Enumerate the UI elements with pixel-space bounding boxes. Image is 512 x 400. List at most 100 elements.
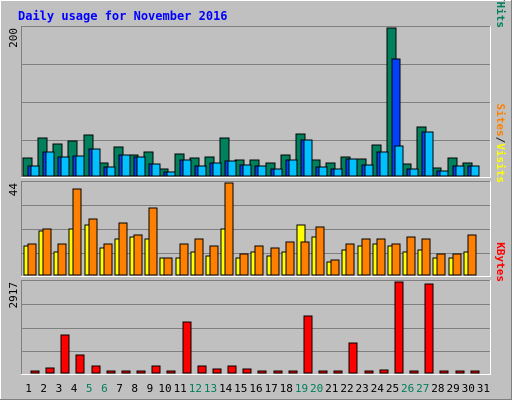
bar-kbytes bbox=[333, 370, 343, 374]
y-max-label: 2917 bbox=[7, 282, 20, 309]
bar-kbytes bbox=[182, 321, 192, 374]
x-tick-label: 22 bbox=[340, 382, 353, 395]
bar-pages bbox=[409, 168, 419, 177]
x-tick-label: 24 bbox=[371, 382, 385, 395]
bar-sites bbox=[118, 222, 128, 276]
bar-pages bbox=[30, 165, 40, 177]
legend-entry: / bbox=[494, 137, 507, 144]
bar-kbytes bbox=[364, 370, 374, 374]
x-tick-label: 16 bbox=[249, 382, 262, 395]
y-max-label: 200 bbox=[7, 28, 20, 48]
bar-kbytes bbox=[166, 370, 176, 374]
bar-kbytes bbox=[60, 334, 70, 374]
bar-sites bbox=[57, 243, 67, 276]
bar-pages bbox=[197, 165, 207, 177]
bar-kbytes bbox=[91, 365, 101, 374]
bar-sites bbox=[270, 247, 280, 276]
x-tick-label: 31 bbox=[477, 382, 490, 395]
bar-kbytes bbox=[318, 370, 328, 374]
bar-sites bbox=[452, 253, 462, 276]
plot-area bbox=[21, 280, 491, 375]
bar-sites bbox=[315, 226, 325, 276]
bar-pages bbox=[182, 159, 192, 177]
bar-sites bbox=[421, 238, 431, 276]
bar-kbytes bbox=[75, 354, 85, 374]
bar-pages bbox=[455, 165, 465, 177]
bar-kbytes bbox=[242, 368, 252, 374]
bar-sites bbox=[467, 234, 477, 276]
legend-entry: Hits bbox=[494, 2, 507, 29]
y-max-label: 44 bbox=[7, 183, 20, 197]
legend-entry: / bbox=[494, 0, 507, 2]
bar-sites bbox=[330, 259, 340, 276]
x-axis-day-labels: 1 2 3 4 5 6 7 8 9 10 11 12 13 14 15 16 17 18 19 20 21 22 23 24 2… bbox=[25, 382, 490, 395]
bar-pages bbox=[75, 155, 85, 177]
x-tick-label: 12 bbox=[189, 382, 202, 395]
bar-pages bbox=[273, 168, 283, 177]
bar-sites bbox=[179, 243, 189, 276]
bar-pages bbox=[166, 171, 176, 177]
x-tick-label: 29 bbox=[446, 382, 459, 395]
bar-sites bbox=[436, 253, 446, 276]
x-tick-label: 27 bbox=[416, 382, 429, 395]
bar-sites bbox=[103, 243, 113, 276]
bar-pages bbox=[212, 162, 222, 177]
bar-sites bbox=[345, 243, 355, 276]
bar-kbytes bbox=[151, 365, 161, 374]
bar-pages bbox=[257, 165, 267, 177]
chart-title: Daily usage for November 2016 bbox=[18, 9, 228, 23]
bar-sites bbox=[27, 243, 37, 276]
bar-sites bbox=[300, 241, 310, 276]
bar-pages bbox=[333, 168, 343, 177]
x-tick-label: 15 bbox=[234, 382, 247, 395]
bar-pages bbox=[91, 148, 101, 177]
x-tick-label: 9 bbox=[147, 382, 154, 395]
bar-kbytes bbox=[197, 365, 207, 374]
x-tick-label: 28 bbox=[431, 382, 444, 395]
legend-entry: Visits bbox=[494, 143, 507, 183]
x-tick-label: 14 bbox=[219, 382, 233, 395]
bar-kbytes bbox=[257, 370, 267, 374]
bar-sites bbox=[406, 236, 416, 276]
panel-sites-visits: 44 Sites/Visits bbox=[7, 104, 507, 277]
bar-sites bbox=[163, 257, 173, 276]
bar-pages bbox=[151, 163, 161, 177]
bar-sites bbox=[285, 241, 295, 276]
bar-pages bbox=[106, 166, 116, 177]
x-tick-label: 3 bbox=[56, 382, 63, 395]
legend-entry: Sites bbox=[494, 104, 507, 137]
bar-kbytes bbox=[212, 368, 222, 374]
series-pages bbox=[30, 131, 480, 177]
x-tick-label: 1 bbox=[25, 382, 32, 395]
legend-kbytes: KBytes bbox=[494, 242, 507, 282]
bar-kbytes bbox=[121, 370, 131, 374]
legend-sites-visits: Sites/Visits bbox=[494, 104, 507, 184]
bar-pages bbox=[227, 160, 237, 177]
x-tick-label: 2 bbox=[40, 382, 47, 395]
bar-sites bbox=[376, 238, 386, 276]
bar-kbytes bbox=[303, 315, 313, 374]
bar-pages bbox=[303, 139, 313, 177]
bar-pages bbox=[424, 131, 434, 177]
bar-kbytes bbox=[136, 370, 146, 374]
x-tick-label: 26 bbox=[401, 382, 414, 395]
bar-sites bbox=[239, 253, 249, 276]
bar-sites bbox=[194, 238, 204, 276]
bar-pages bbox=[121, 154, 131, 177]
x-tick-label: 17 bbox=[265, 382, 278, 395]
bar-pages bbox=[45, 151, 55, 177]
x-tick-label: 21 bbox=[325, 382, 338, 395]
bar-pages bbox=[439, 170, 449, 177]
bar-kbytes bbox=[439, 370, 449, 374]
bar-kbytes bbox=[45, 367, 55, 374]
series-kbytes bbox=[30, 281, 480, 374]
bar-sites bbox=[254, 245, 264, 276]
bar-sites bbox=[361, 238, 371, 276]
bar-pages bbox=[394, 145, 404, 177]
bar-pages bbox=[242, 164, 252, 177]
x-tick-label: 10 bbox=[158, 382, 171, 395]
bar-pages bbox=[379, 151, 389, 177]
x-tick-label: 20 bbox=[310, 382, 323, 395]
x-tick-label: 18 bbox=[280, 382, 293, 395]
